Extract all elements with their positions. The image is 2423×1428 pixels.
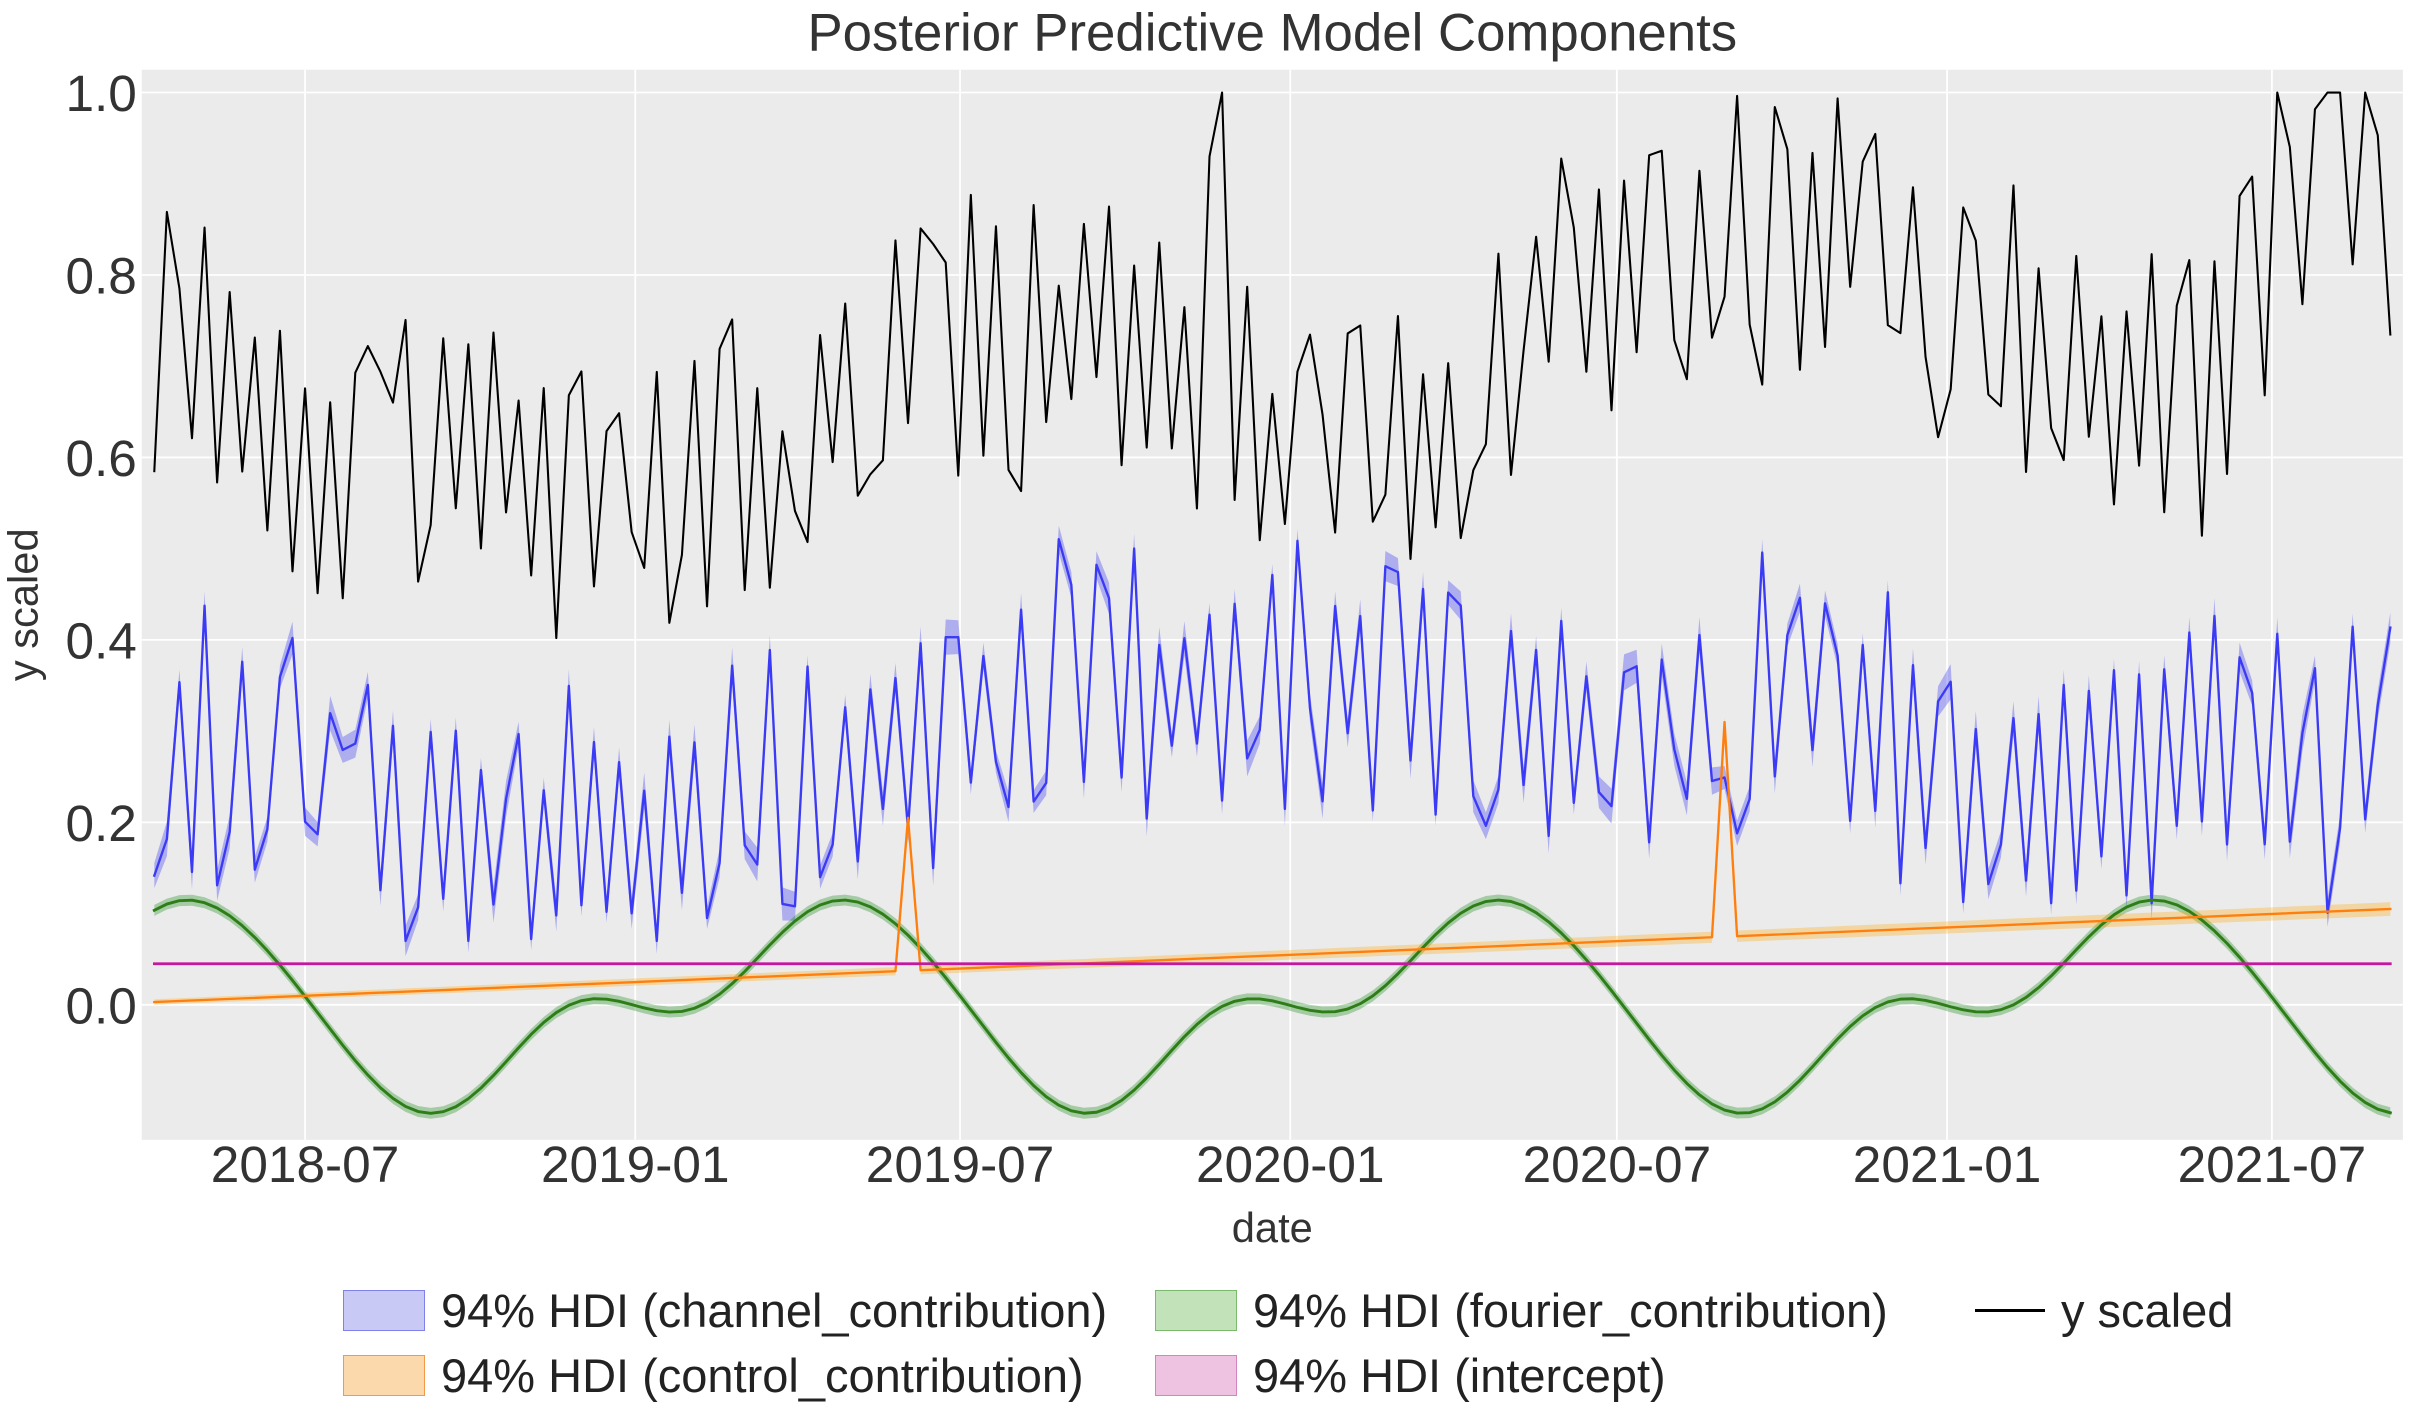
svg-text:y scaled: y scaled xyxy=(0,528,46,681)
svg-text:2019-01: 2019-01 xyxy=(541,1135,730,1193)
svg-text:2019-07: 2019-07 xyxy=(866,1135,1055,1193)
svg-text:2020-01: 2020-01 xyxy=(1196,1135,1385,1193)
svg-text:2020-07: 2020-07 xyxy=(1523,1135,1712,1193)
svg-text:0.2: 0.2 xyxy=(65,794,136,852)
svg-text:0.4: 0.4 xyxy=(65,612,136,670)
svg-text:2021-01: 2021-01 xyxy=(1853,1135,2042,1193)
svg-text:1.0: 1.0 xyxy=(65,64,136,122)
svg-text:0.0: 0.0 xyxy=(65,976,136,1034)
svg-text:0.6: 0.6 xyxy=(65,429,136,487)
svg-text:2018-07: 2018-07 xyxy=(211,1135,400,1193)
svg-text:date: date xyxy=(1232,1204,1313,1251)
svg-text:2021-07: 2021-07 xyxy=(2178,1135,2367,1193)
svg-text:Posterior Predictive Model Com: Posterior Predictive Model Components xyxy=(807,3,1737,62)
svg-text:0.8: 0.8 xyxy=(65,247,136,305)
